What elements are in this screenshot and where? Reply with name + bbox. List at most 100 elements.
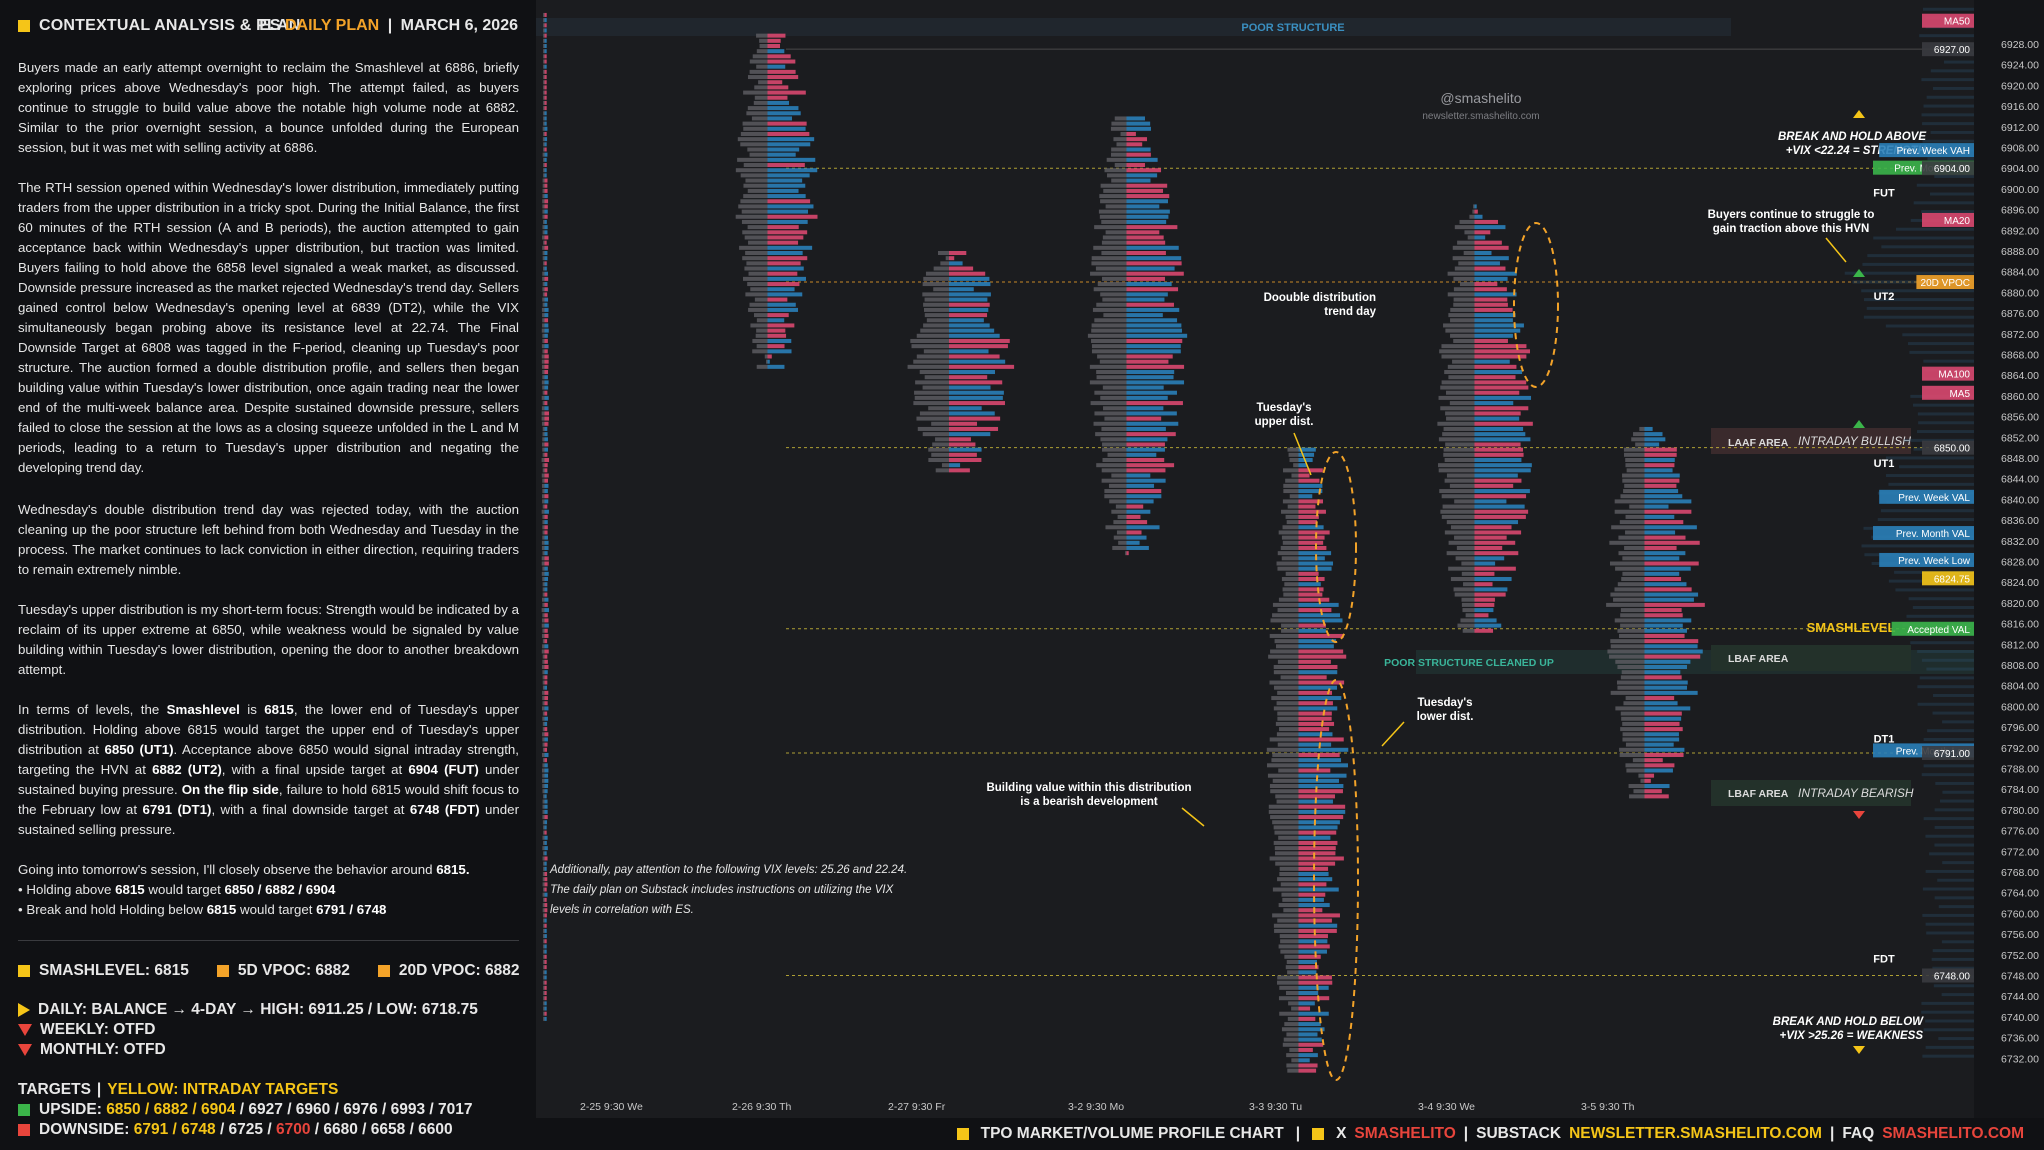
price-tick: 6852.00 xyxy=(2001,432,2039,444)
svg-text:Prev. Week Low: Prev. Week Low xyxy=(1898,556,1971,567)
right-arrow-icon xyxy=(18,1003,30,1017)
price-tick: 6860.00 xyxy=(2001,391,2039,403)
svg-text:MA5: MA5 xyxy=(1949,389,1970,400)
price-tick: 6808.00 xyxy=(2001,660,2039,672)
price-tick: 6844.00 xyxy=(2001,474,2039,486)
price-tick: 6840.00 xyxy=(2001,494,2039,506)
price-tick: 6856.00 xyxy=(2001,412,2039,424)
plan-date: MARCH 6, 2026 xyxy=(401,17,518,34)
price-tag: Prev. Month VAL xyxy=(1873,526,1974,540)
price-tick: 6756.00 xyxy=(2001,929,2039,941)
svg-text:20D VPOC: 20D VPOC xyxy=(1921,278,1970,289)
downside-targets: DOWNSIDE: 6791 / 6748 / 6725 / 6700 / 66… xyxy=(18,1121,453,1139)
price-tick: 6732.00 xyxy=(2001,1053,2039,1065)
price-tick: 6804.00 xyxy=(2001,681,2039,693)
divider xyxy=(18,940,519,941)
price-tag: MA20 xyxy=(1922,213,1974,227)
price-tick: 6800.00 xyxy=(2001,701,2039,713)
price-tag: 6824.75 xyxy=(1922,571,1974,585)
paragraph-rth: The RTH session opened within Wednesday'… xyxy=(18,178,519,478)
yellow-square-icon xyxy=(957,1128,969,1140)
svg-text:6850.00: 6850.00 xyxy=(1934,444,1971,455)
watermark-handle: @smashelito xyxy=(1440,90,1521,106)
lbaf-label-bottom: LBAF AREA xyxy=(1728,788,1789,800)
price-tick: 6792.00 xyxy=(2001,743,2039,755)
price-tick: 6888.00 xyxy=(2001,246,2039,258)
plan-date-header: ES DAILY PLAN | MARCH 6, 2026 xyxy=(259,17,518,35)
price-tick: 6776.00 xyxy=(2001,826,2039,838)
price-tag: 6927.00 xyxy=(1922,42,1974,56)
svg-text:6748.00: 6748.00 xyxy=(1934,972,1971,983)
paragraph-overnight: Buyers made an early attempt overnight t… xyxy=(18,58,519,158)
svg-text:6791.00: 6791.00 xyxy=(1934,749,1971,760)
paragraph-levels: In terms of levels, the Smashlevel is 68… xyxy=(18,700,519,840)
price-tag: 6791.00 xyxy=(1922,746,1974,760)
poor-cleaned-label: POOR STRUCTURE CLEANED UP xyxy=(1384,657,1554,669)
svg-text:Prev. Week VAH: Prev. Week VAH xyxy=(1897,146,1970,157)
footer-faq-link[interactable]: SMASHELITO.COM xyxy=(1882,1125,2024,1143)
price-tick: 6820.00 xyxy=(2001,598,2039,610)
price-tick: 6868.00 xyxy=(2001,350,2039,362)
analysis-panel: CONTEXTUAL ANALYSIS & PLAN ES DAILY PLAN… xyxy=(0,0,536,1150)
weakness-note-2: +VIX >25.26 = WEAKNESS xyxy=(1780,1030,1924,1042)
panel-title: CONTEXTUAL ANALYSIS & PLAN xyxy=(18,17,301,35)
svg-text:MA100: MA100 xyxy=(1938,370,1970,381)
chart-svg[interactable]: POOR STRUCTURE POOR STRUCTURE CLEANED UP… xyxy=(536,0,2044,1118)
hvn-note-1: Buyers continue to struggle to xyxy=(1708,209,1875,221)
vix-note-2: The daily plan on Substack includes inst… xyxy=(550,884,895,896)
plan-label: DAILY PLAN xyxy=(285,17,379,34)
footer-x-handle[interactable]: SMASHELITO xyxy=(1354,1125,1455,1143)
vpoc5d-key: 5D VPOC: 6882 xyxy=(217,962,350,980)
hvn-note-2: gain traction above this HVN xyxy=(1713,223,1870,235)
level-label: FDT xyxy=(1873,954,1895,966)
lower-dist-note-1: Tuesday's xyxy=(1418,697,1473,709)
intraday-bearish-label: INTRADAY BEARISH xyxy=(1798,786,1914,800)
time-tick: 3-3 9:30 Tu xyxy=(1249,1101,1302,1113)
price-tick: 6916.00 xyxy=(2001,101,2039,113)
svg-text:MA50: MA50 xyxy=(1944,17,1971,28)
bearish-note-1: Building value within this distribution xyxy=(986,782,1191,794)
smashlevel-key: SMASHLEVEL: 6815 xyxy=(18,962,189,980)
price-tick: 6892.00 xyxy=(2001,225,2039,237)
key-levels-row: SMASHLEVEL: 6815 5D VPOC: 6882 20D VPOC:… xyxy=(18,962,520,980)
time-tick: 2-26 9:30 Th xyxy=(732,1101,792,1113)
price-tick: 6876.00 xyxy=(2001,308,2039,320)
price-tick: 6764.00 xyxy=(2001,888,2039,900)
time-tick: 3-5 9:30 Th xyxy=(1581,1101,1635,1113)
footer-substack-link[interactable]: NEWSLETTER.SMASHELITO.COM xyxy=(1569,1125,1822,1143)
price-tick: 6768.00 xyxy=(2001,867,2039,879)
price-tick: 6924.00 xyxy=(2001,60,2039,72)
double-dist-note-1: Doouble distribution xyxy=(1264,292,1376,304)
price-tick: 6788.00 xyxy=(2001,764,2039,776)
price-tick: 6736.00 xyxy=(2001,1033,2039,1045)
svg-text:Accepted VAL: Accepted VAL xyxy=(1907,625,1970,636)
price-tick: 6752.00 xyxy=(2001,950,2039,962)
smashlevel-label: SMASHLEVEL xyxy=(1807,620,1896,635)
upside-targets: UPSIDE: 6850 / 6882 / 6904 / 6927 / 6960… xyxy=(18,1101,473,1119)
footer-bar: TPO MARKET/VOLUME PROFILE CHART | X SMAS… xyxy=(536,1118,2044,1150)
price-tick: 6784.00 xyxy=(2001,784,2039,796)
tpo-chart[interactable]: POOR STRUCTURE POOR STRUCTURE CLEANED UP… xyxy=(536,0,2044,1118)
price-tag: 20D VPOC xyxy=(1916,275,1974,289)
paragraph-focus: Tuesday's upper distribution is my short… xyxy=(18,600,519,680)
price-tick: 6880.00 xyxy=(2001,287,2039,299)
upper-dist-note-2: upper dist. xyxy=(1255,416,1314,428)
yellow-square-icon xyxy=(18,20,30,32)
vix-note-3: levels in correlation with ES. xyxy=(550,904,694,916)
poor-structure-label: POOR STRUCTURE xyxy=(1241,22,1344,34)
svg-text:6927.00: 6927.00 xyxy=(1934,45,1971,56)
price-tick: 6884.00 xyxy=(2001,267,2039,279)
price-tick: 6912.00 xyxy=(2001,122,2039,134)
price-tick: 6908.00 xyxy=(2001,143,2039,155)
time-tick: 3-2 9:30 Mo xyxy=(1068,1101,1124,1113)
price-tick: 6772.00 xyxy=(2001,846,2039,858)
weakness-note-1: BREAK AND HOLD BELOW xyxy=(1773,1016,1924,1028)
upper-dist-note-1: Tuesday's xyxy=(1257,402,1312,414)
time-tick: 2-25 9:30 We xyxy=(580,1101,643,1113)
price-tag: Prev. Week VAH xyxy=(1879,143,1974,157)
price-tick: 6816.00 xyxy=(2001,619,2039,631)
poor-structure-band xyxy=(536,18,1731,36)
price-tick: 6796.00 xyxy=(2001,722,2039,734)
svg-text:MA20: MA20 xyxy=(1944,216,1971,227)
price-tick: 6740.00 xyxy=(2001,1012,2039,1024)
